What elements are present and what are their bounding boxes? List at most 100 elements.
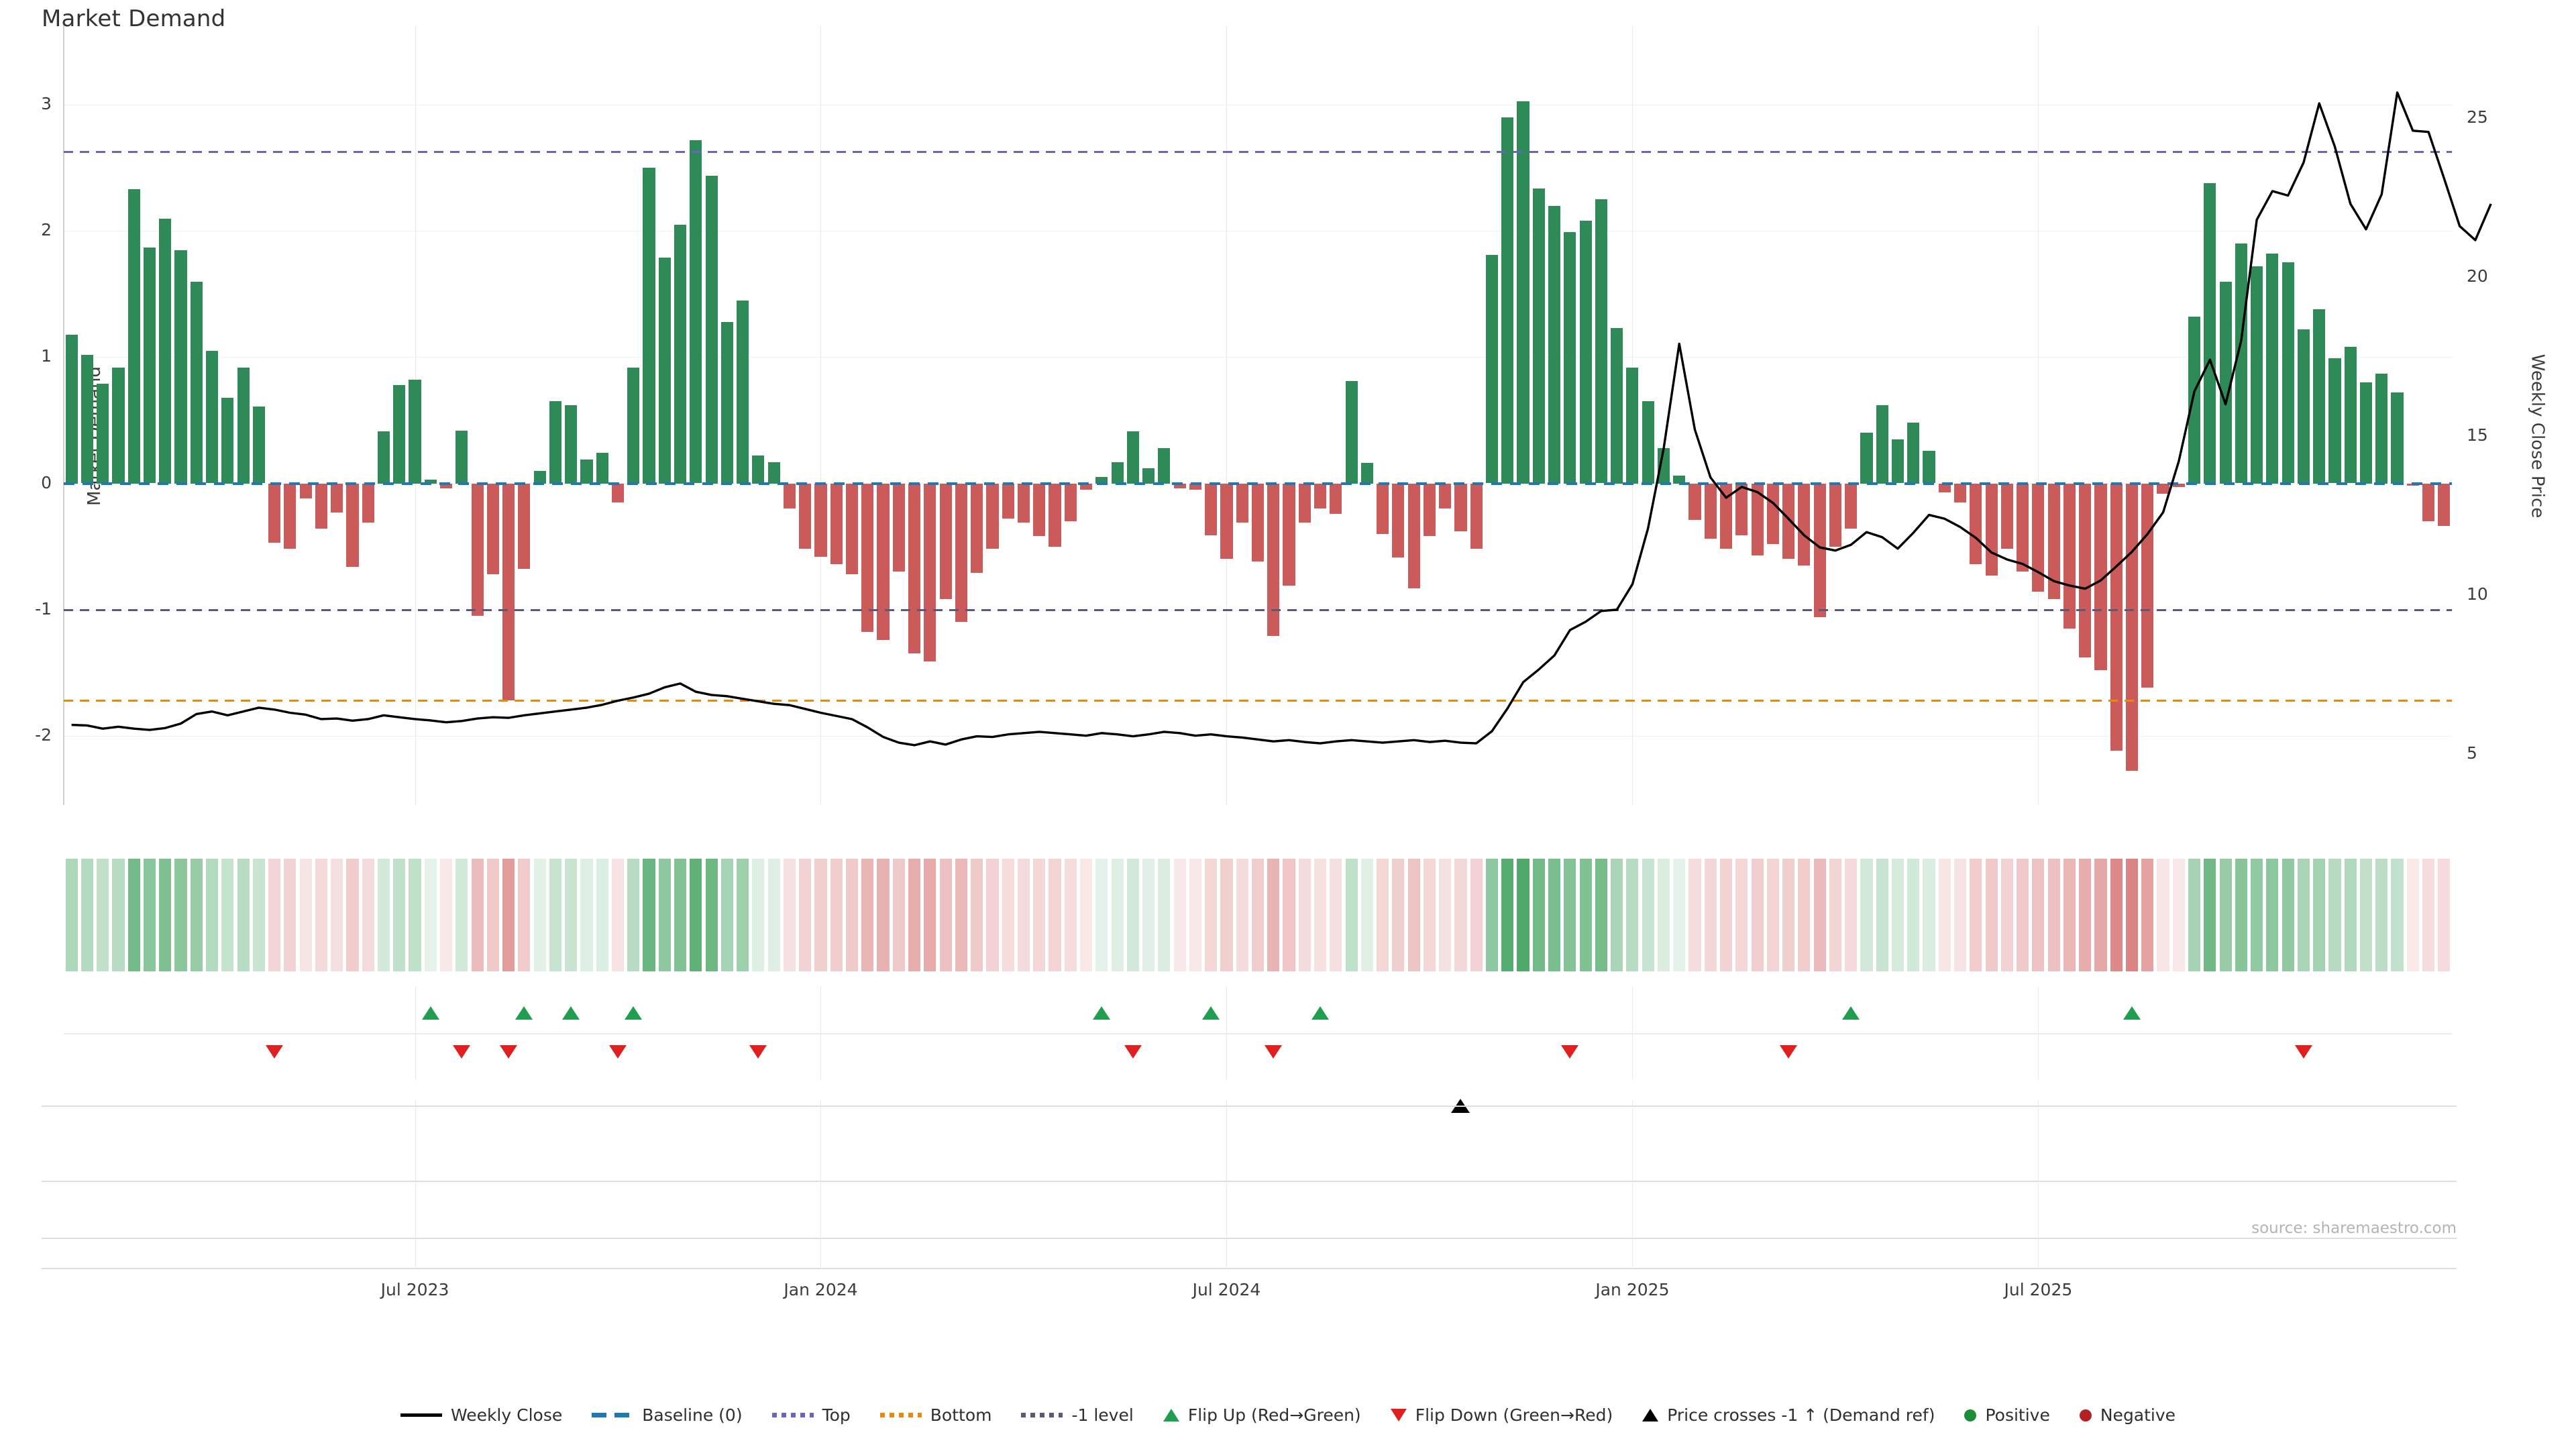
demand-bar xyxy=(1236,483,1248,523)
x-gridline xyxy=(415,1100,416,1269)
demand-bar xyxy=(611,483,625,502)
y-axis-right-tick: 20 xyxy=(2467,266,2488,286)
demand-bar xyxy=(237,367,250,484)
demand-bar xyxy=(80,354,93,484)
x-axis-tick: Jan 2024 xyxy=(784,1280,858,1299)
heatmap-cell xyxy=(1392,859,1405,971)
heatmap-cell xyxy=(159,859,172,971)
demand-bar xyxy=(252,406,265,484)
heatmap-cell xyxy=(2141,859,2154,971)
heatmap-cell xyxy=(2063,859,2076,971)
demand-bar xyxy=(799,483,812,549)
demand-bar xyxy=(2391,392,2404,484)
heatmap-cell xyxy=(986,859,999,971)
gridline xyxy=(64,357,2452,358)
demand-bar xyxy=(1501,117,1514,484)
demand-bar xyxy=(1126,431,1139,484)
demand-bar xyxy=(1377,483,1389,534)
demand-bar xyxy=(1002,483,1014,519)
demand-bar xyxy=(1017,483,1030,523)
flip-up-marker-icon xyxy=(562,1006,580,1020)
heatmap-cell xyxy=(409,859,421,971)
demand-bar xyxy=(1267,483,1280,637)
demand-bar xyxy=(1626,367,1639,484)
heatmap-cell xyxy=(2282,859,2294,971)
demand-bar xyxy=(299,483,312,499)
demand-bar xyxy=(1033,483,1046,537)
demand-bar xyxy=(127,189,140,484)
heatmap-cell xyxy=(1907,859,1920,971)
heatmap-cell xyxy=(767,859,780,971)
heatmap-cell xyxy=(2017,859,2029,971)
demand-bar xyxy=(424,479,437,484)
heatmap-cell xyxy=(1220,859,1233,971)
heatmap-cell xyxy=(1470,859,1483,971)
flip-down-marker-icon xyxy=(1265,1045,1283,1059)
heatmap-cell xyxy=(2391,859,2404,971)
demand-bar xyxy=(1579,221,1592,484)
heatmap-cell xyxy=(1985,859,1998,971)
heatmap-cell xyxy=(1439,859,1452,971)
heatmap-cell xyxy=(502,859,515,971)
demand-bar xyxy=(1111,462,1124,484)
demand-bar xyxy=(1079,483,1093,490)
flip-down-marker-icon xyxy=(2294,1045,2312,1059)
demand-bar xyxy=(1251,483,1265,562)
heatmap-cell xyxy=(1782,859,1795,971)
x-gridline xyxy=(820,986,822,1080)
dotted-line-icon xyxy=(771,1413,814,1417)
heatmap-cell xyxy=(439,859,453,971)
demand-bar xyxy=(1845,483,1858,529)
demand-bar xyxy=(877,483,890,640)
flip-down-marker-icon xyxy=(609,1045,627,1059)
demand-bar xyxy=(955,483,967,623)
legend-item: Bottom xyxy=(879,1405,991,1425)
heatmap-cell xyxy=(565,859,578,971)
y-axis-left-tick: 3 xyxy=(41,94,52,114)
demand-bar xyxy=(1595,199,1607,484)
flip-up-marker-icon xyxy=(1311,1006,1330,1020)
heatmap-cell xyxy=(1251,859,1265,971)
heatmap-cell xyxy=(1454,859,1467,971)
flip-up-marker-icon xyxy=(515,1006,533,1020)
heatmap-cell xyxy=(346,859,359,971)
heatmap-cell xyxy=(1532,859,1545,971)
legend-item: Flip Up (Red→Green) xyxy=(1163,1405,1361,1425)
demand-bar xyxy=(1985,483,1998,576)
legend-label: -1 level xyxy=(1071,1405,1134,1425)
x-gridline xyxy=(1632,986,1633,1080)
y-axis-right-tick: 10 xyxy=(2467,584,2488,604)
demand-bar xyxy=(205,351,219,484)
heatmap-cell xyxy=(2032,859,2045,971)
heatmap-cell xyxy=(971,859,983,971)
heatmap-cell xyxy=(1205,859,1218,971)
heatmap-cell xyxy=(955,859,967,971)
legend-item: Top xyxy=(771,1405,851,1425)
demand-bar xyxy=(174,250,187,484)
marker-divider xyxy=(64,1033,2452,1034)
demand-bar xyxy=(455,430,468,484)
demand-bar xyxy=(1330,483,1342,514)
demand-bar xyxy=(190,281,203,484)
heatmap-cell xyxy=(1485,859,1499,971)
demand-bar xyxy=(705,175,718,484)
heatmap-cell xyxy=(205,859,219,971)
y-axis-right-tick: 15 xyxy=(2467,425,2488,445)
demand-bar xyxy=(1673,476,1686,484)
demand-bar xyxy=(643,168,655,484)
demand-bar xyxy=(1688,483,1701,521)
heatmap-cell xyxy=(1923,859,1935,971)
demand-bar xyxy=(2047,483,2060,600)
demand-bar xyxy=(486,483,499,574)
demand-bar xyxy=(284,483,297,549)
heatmap-cell xyxy=(2079,859,2092,971)
demand-bar xyxy=(658,257,671,484)
demand-bar xyxy=(2110,483,2123,751)
demand-bar xyxy=(2172,483,2185,488)
demand-bar xyxy=(1938,483,1951,492)
heatmap-cell xyxy=(861,859,874,971)
demand-bar xyxy=(1220,483,1233,559)
heatmap-cell xyxy=(1079,859,1093,971)
demand-bar xyxy=(1813,483,1826,617)
heatmap-cell xyxy=(377,859,390,971)
